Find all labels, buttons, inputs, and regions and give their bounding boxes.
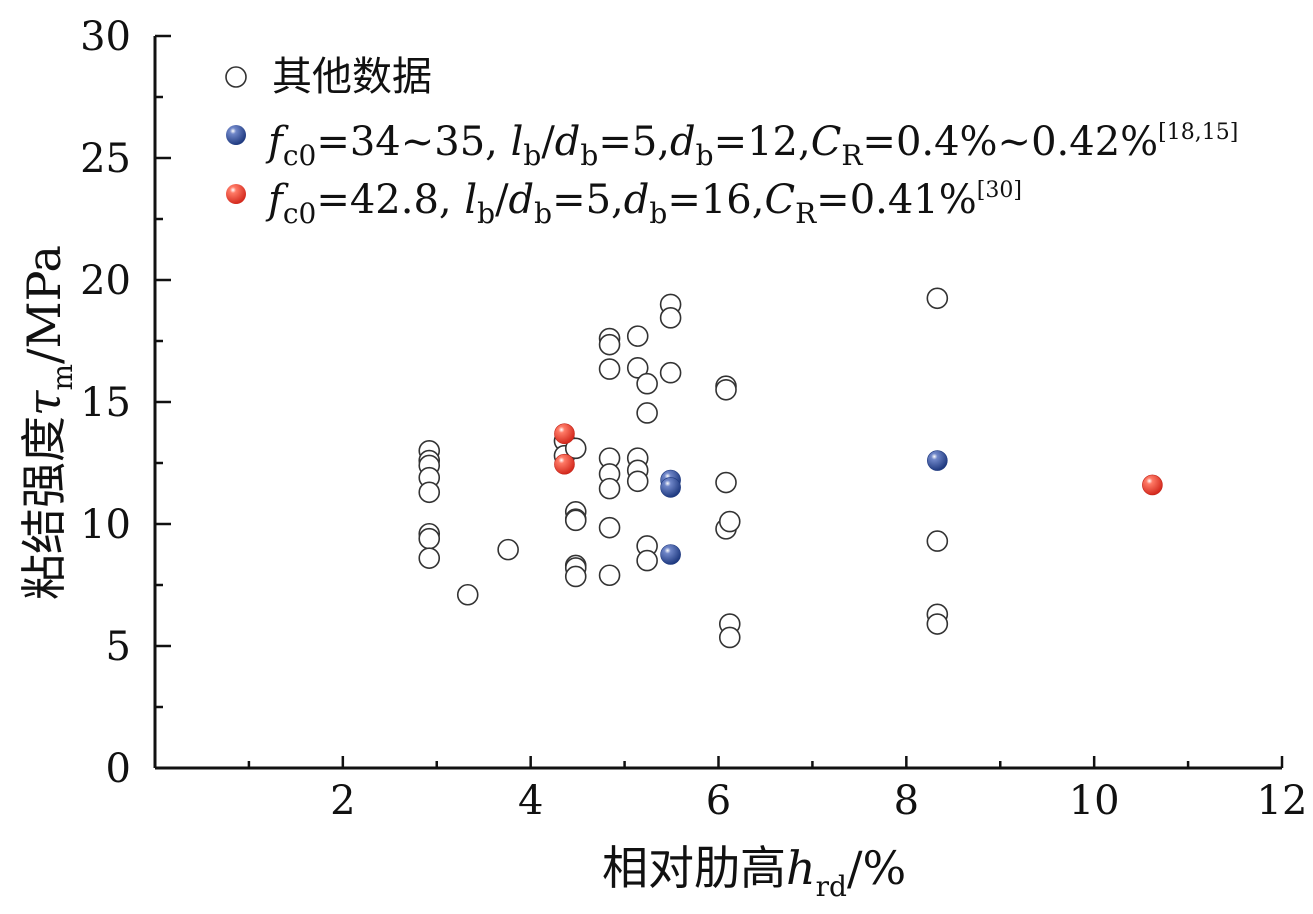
data-point-other (598, 564, 621, 587)
legend-marker-other (225, 66, 247, 88)
legend-label-blue: fc0=34~35, lb/db=5,db=12,CR=0.4%~0.42%[1… (265, 119, 1238, 172)
x-axis-title-main: 相对肋高 (602, 841, 786, 895)
data-point-blue (660, 477, 681, 498)
y-tick-label: 20 (80, 258, 131, 304)
data-point-other (598, 333, 621, 356)
data-point-other (418, 481, 441, 504)
y-tick-label: 0 (106, 746, 131, 792)
legend-label-red: fc0=42.8, lb/db=5,db=16,CR=0.41%[30] (265, 177, 1022, 230)
x-tick-label: 8 (894, 778, 919, 824)
x-tick-label: 10 (1069, 778, 1120, 824)
data-point-other (598, 358, 621, 380)
data-point-other (718, 510, 741, 533)
y-axis-title-unit: /MPa (17, 245, 71, 364)
data-point-other (456, 583, 479, 606)
data-point-other (497, 538, 519, 561)
data-point-other (659, 307, 682, 329)
y-tick-label: 5 (106, 624, 131, 670)
data-point-other (626, 325, 649, 347)
data-point-other (626, 470, 649, 493)
data-point-other (564, 565, 587, 588)
x-tick-label: 4 (518, 778, 543, 824)
x-axis-title-sub: rd (816, 870, 847, 903)
y-axis-title: 粘结强度τm/MPa (17, 245, 79, 600)
x-tick-label: 6 (706, 778, 731, 824)
y-tick-label: 15 (80, 380, 131, 426)
y-axis-title-sub: m (46, 364, 79, 391)
data-point-other (598, 516, 621, 539)
x-axis-ticks: 2 4 6 8 10 12 (247, 756, 1308, 824)
data-point-blue (927, 450, 948, 471)
y-axis-title-main: 粘结强度 (17, 416, 71, 600)
data-point-blue (660, 544, 681, 565)
y-tick-label: 10 (80, 502, 131, 548)
data-point-other (636, 402, 658, 424)
x-axis-title-unit: /% (847, 841, 906, 895)
data-point-other (926, 530, 949, 552)
data-point-other (626, 357, 649, 379)
data-point-other (659, 361, 682, 384)
data-point-other (564, 437, 587, 460)
data-point-other (926, 287, 949, 310)
legend-label-other: 其他数据 (272, 54, 432, 100)
data-point-other (926, 613, 949, 635)
data-point-red (554, 453, 575, 475)
data-point-other (718, 626, 741, 649)
y-axis-title-var: τ (17, 389, 71, 416)
legend-marker-blue (226, 125, 246, 145)
data-point-other (598, 477, 621, 500)
data-point-other (636, 549, 658, 572)
data-point-other (418, 547, 441, 569)
data-point-other (418, 527, 441, 550)
data-point-red (1142, 474, 1163, 496)
data-point-other (564, 509, 587, 532)
data-point-other (636, 372, 658, 395)
legend: 其他数据 fc0=34~35, lb/db=5,db=12,CR=0.4%~0.… (225, 54, 1238, 230)
data-points (418, 287, 1163, 649)
y-tick-label: 25 (80, 136, 131, 182)
data-point-other (715, 471, 737, 494)
data-point-red (554, 423, 575, 445)
legend-marker-red (226, 184, 246, 204)
x-axis-title-var: h (786, 841, 816, 895)
x-tick-label: 2 (330, 778, 355, 824)
y-axis-ticks: 0 5 10 15 20 25 30 (80, 14, 171, 792)
data-point-other (715, 378, 737, 401)
x-axis-title: 相对肋高hrd/% (602, 841, 906, 903)
y-tick-label: 30 (80, 14, 131, 60)
x-tick-label: 12 (1257, 778, 1308, 824)
